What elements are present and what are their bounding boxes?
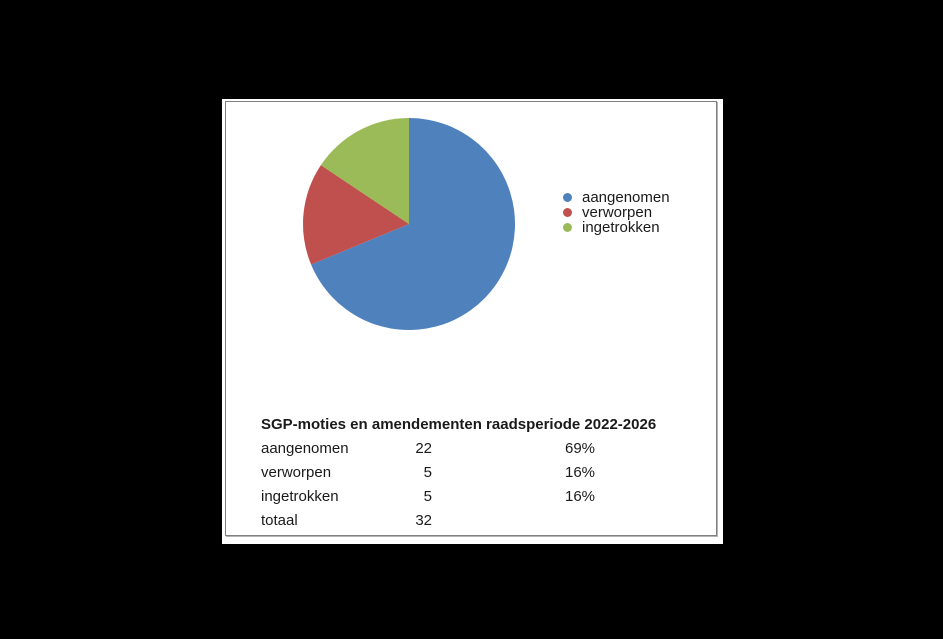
pie-slice-verworpen — [303, 165, 409, 265]
row-label: ingetrokken — [261, 488, 339, 505]
table-row: totaal 32 — [261, 509, 701, 533]
row-label: totaal — [261, 512, 298, 529]
chart-frame: aangenomen verworpen ingetrokken SGP-mot… — [225, 101, 717, 536]
row-label: aangenomen — [261, 440, 349, 457]
table-title: SGP-moties en amendementen raadsperiode … — [261, 416, 657, 433]
legend-item-ingetrokken: ingetrokken — [563, 220, 670, 235]
row-count: 5 — [423, 464, 432, 481]
row-label: verworpen — [261, 464, 332, 481]
pie-chart — [303, 118, 516, 330]
row-count: 22 — [415, 440, 432, 457]
stats-table: SGP-moties en amendementen raadsperiode … — [261, 413, 701, 533]
row-percent: 69% — [565, 440, 596, 457]
row-count: 32 — [415, 512, 432, 529]
table-row: verworpen 5 16% — [261, 461, 701, 485]
table-row: ingetrokken 5 16% — [261, 485, 701, 509]
legend-swatch-ingetrokken — [563, 223, 572, 232]
legend-label: ingetrokken — [582, 219, 660, 236]
row-percent: 16% — [565, 488, 596, 505]
chart-panel: aangenomen verworpen ingetrokken SGP-mot… — [222, 99, 723, 544]
table-row: aangenomen 22 69% — [261, 437, 701, 461]
row-percent — [432, 509, 701, 533]
legend-swatch-verworpen — [563, 208, 572, 217]
legend-swatch-aangenomen — [563, 193, 572, 202]
legend-label: aangenomen — [582, 189, 670, 206]
pie-slice-ingetrokken — [320, 118, 409, 224]
pie-slice-aangenomen — [311, 118, 516, 330]
legend: aangenomen verworpen ingetrokken — [563, 190, 670, 235]
row-percent: 16% — [565, 464, 596, 481]
legend-label: verworpen — [582, 204, 653, 221]
legend-item-aangenomen: aangenomen — [563, 190, 670, 205]
legend-item-verworpen: verworpen — [563, 205, 670, 220]
row-count: 5 — [423, 488, 432, 505]
